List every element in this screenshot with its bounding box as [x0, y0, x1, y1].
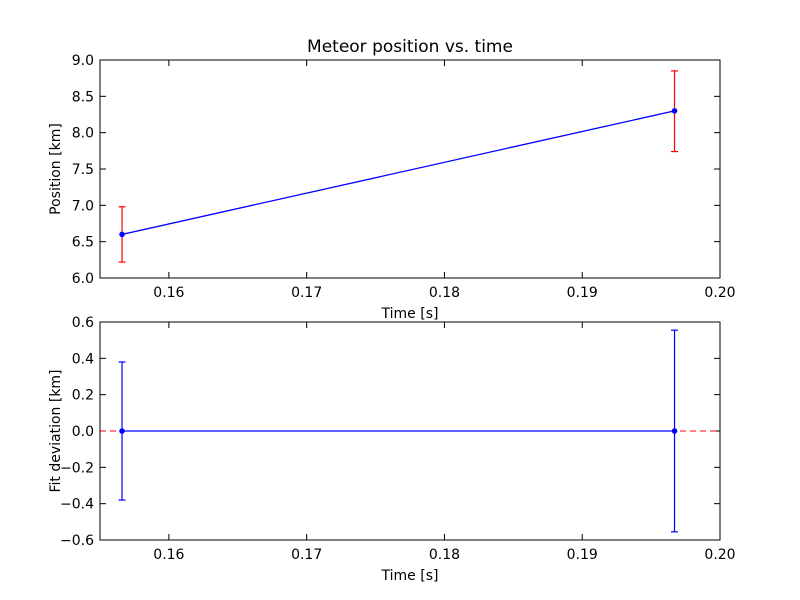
x-tick-label: 0.18 — [429, 285, 460, 301]
y-tick-label: 0.4 — [72, 351, 94, 367]
x-tick-label: 0.19 — [567, 547, 598, 563]
series-line — [121, 110, 675, 236]
data-point — [119, 231, 125, 238]
x-tick-label: 0.19 — [567, 285, 598, 301]
y-tick-label: 6.0 — [72, 271, 94, 287]
top-chart: 0.16 0.17 0.18 0.19 0.20 6.0 6.5 7.0 7.5 8.0 8.5 9.… — [48, 37, 736, 322]
y-tick-label: 8.5 — [72, 89, 94, 105]
x-axis-label: Time [s] — [381, 306, 439, 322]
bottom-chart: 0.16 0.17 0.18 0.19 0.20 −0.6 −0.4 −0.2 0.0 0.2 0.… — [48, 315, 736, 584]
x-tick-label: 0.20 — [704, 285, 735, 301]
data-point — [671, 428, 678, 434]
y-tick-label: 9.0 — [72, 53, 94, 69]
x-tick-label: 0.17 — [291, 285, 322, 301]
y-tick-label: 0.0 — [72, 424, 94, 440]
y-axis-label: Position [km] — [48, 123, 64, 215]
x-tick-label: 0.16 — [153, 285, 184, 301]
y-tick-label: 7.5 — [72, 162, 94, 178]
y-tick-label: 8.0 — [72, 126, 94, 142]
data-point — [119, 428, 125, 434]
y-tick-label: −0.2 — [60, 460, 94, 476]
y-tick-label: −0.6 — [60, 533, 94, 549]
y-tick-label: 6.5 — [72, 235, 94, 251]
data-point — [671, 108, 678, 114]
chart-title: Meteor position vs. time — [307, 37, 513, 57]
x-tick-label: 0.16 — [153, 547, 184, 563]
x-tick-label: 0.20 — [704, 547, 735, 563]
y-tick-label: 0.2 — [72, 388, 94, 404]
x-axis-label: Time [s] — [381, 568, 439, 584]
axes-frame — [99, 321, 721, 541]
y-axis-label: Fit deviation [km] — [48, 369, 64, 492]
x-tick-label: 0.18 — [429, 547, 460, 563]
y-tick-label: 0.6 — [72, 315, 94, 331]
x-tick-label: 0.17 — [291, 547, 322, 563]
y-tick-label: 7.0 — [72, 198, 94, 214]
axes-frame — [99, 59, 721, 279]
y-tick-label: −0.4 — [60, 497, 94, 513]
